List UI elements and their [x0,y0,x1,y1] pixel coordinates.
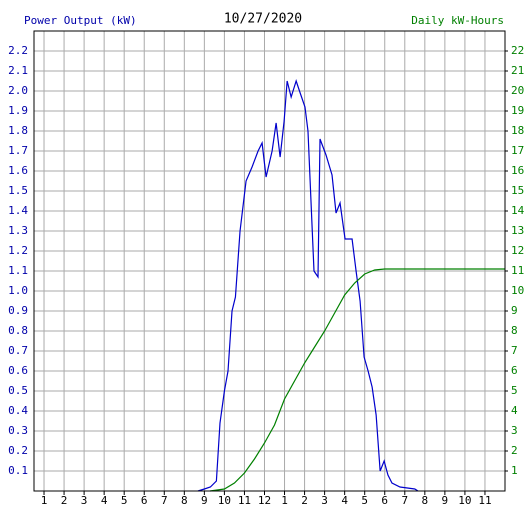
x-tick-label: 3 [321,494,328,507]
plot-background [34,31,505,491]
y-tick-label: 1.1 [8,264,28,277]
y-tick-label: 1.6 [8,164,28,177]
y2-tick-label: 10 [511,284,524,297]
y-tick-label: 0.2 [8,444,28,457]
y2-tick-label: 20 [511,84,524,97]
x-tick-label: 12 [258,494,271,507]
x-tick-label: 10 [218,494,231,507]
x-tick-label: 7 [401,494,408,507]
y-tick-label: 0.7 [8,344,28,357]
y-tick-label: 2.0 [8,84,28,97]
x-tick-label: 11 [478,494,491,507]
x-tick-label: 8 [181,494,188,507]
y2-tick-label: 3 [511,424,518,437]
y2-axis-title: Daily kW-Hours [411,14,504,27]
y2-tick-label: 11 [511,264,524,277]
y2-tick-label: 8 [511,324,518,337]
series-line [197,79,419,492]
y2-tick-label: 16 [511,164,524,177]
y2-tick-label: 5 [511,384,518,397]
series-line [209,268,505,492]
y2-tick-label: 13 [511,224,524,237]
x-tick-label: 9 [201,494,208,507]
y2-tick-label: 15 [511,184,524,197]
y-tick-label: 2.2 [8,44,28,57]
x-tick-label: 5 [361,494,368,507]
x-tick-label: 8 [422,494,429,507]
marks [197,79,505,492]
x-tick-label: 4 [341,494,348,507]
y-tick-label: 0.3 [8,424,28,437]
y2-tick-label: 1 [511,464,518,477]
y-tick-label: 1.7 [8,144,28,157]
y-tick-label: 1.4 [8,204,28,217]
x-tick-label: 6 [141,494,148,507]
plot-frame [33,30,506,492]
x-tick-label: 9 [442,494,449,507]
y2-tick-label: 14 [511,204,525,217]
y-tick-label: 0.6 [8,364,28,377]
y-tick-label: 0.5 [8,384,28,397]
y2-tick-label: 12 [511,244,524,257]
x-tick-label: 1 [41,494,48,507]
x-tick-label: 2 [61,494,68,507]
y-tick-label: 0.8 [8,324,28,337]
y2-tick-label: 6 [511,364,518,377]
y2-tick-label: 9 [511,304,518,317]
y2-tick-label: 21 [511,64,524,77]
y2-tick-label: 22 [511,44,524,57]
x-tick-label: 2 [301,494,308,507]
y-tick-label: 1.8 [8,124,28,137]
x-tick-label: 7 [161,494,168,507]
y-tick-label: 2.1 [8,64,28,77]
chart-title: 10/27/2020 [224,12,302,27]
x-tick-label: 10 [458,494,471,507]
x-tick-label: 6 [381,494,388,507]
y2-tick-label: 18 [511,124,524,137]
x-tick-label: 5 [121,494,128,507]
y2-tick-label: 4 [511,404,518,417]
x-tick-label: 4 [101,494,108,507]
y2-tick-label: 19 [511,104,524,117]
grid [34,31,505,491]
y-axis-title: Power Output (kW) [24,14,137,27]
y-tick-label: 1.3 [8,224,28,237]
y-tick-label: 0.9 [8,304,28,317]
y-tick-label: 1.2 [8,244,28,257]
y-tick-label: 0.1 [8,464,28,477]
y-tick-label: 1.5 [8,184,28,197]
y-tick-label: 0.4 [8,404,28,417]
y2-tick-label: 17 [511,144,524,157]
x-tick-label: 3 [81,494,88,507]
y2-tick-label: 2 [511,444,518,457]
y-tick-label: 1.0 [8,284,28,297]
y2-tick-label: 7 [511,344,518,357]
x-tick-label: 11 [238,494,251,507]
y-tick-label: 1.9 [8,104,28,117]
x-tick-label: 1 [281,494,288,507]
